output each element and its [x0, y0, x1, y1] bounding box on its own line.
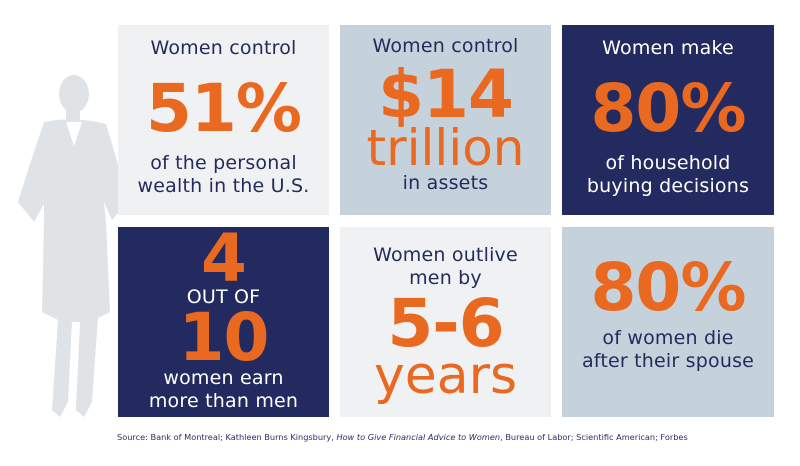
tile-heading: Women outlive [373, 244, 518, 266]
tile-caption: of women die [602, 327, 734, 349]
stat-tile-earnings: 4 OUT OF 10 women earn more than men [118, 219, 329, 417]
tile-caption: wealth in the U.S. [137, 174, 310, 197]
stat-value: 80% [590, 69, 747, 147]
tile-heading: Women control [150, 36, 297, 59]
stat-unit: years [373, 346, 518, 406]
tile-caption: of household [605, 151, 731, 174]
stat-value: 5-6 [387, 285, 504, 362]
stat-unit: trillion [366, 119, 525, 177]
source-citation: Source: Bank of Montreal; Kathleen Burns… [117, 432, 688, 442]
tile-caption: after their spouse [581, 350, 755, 372]
stat-value: 4 [201, 219, 247, 297]
stat-value: $14 [378, 56, 514, 133]
tile-mid-label: OUT OF [186, 285, 261, 308]
stat-tile-wealth: Women control 51% of the personal wealth… [118, 25, 329, 215]
tile-caption: more than men [148, 389, 299, 412]
stat-tile-buying: Women make 80% of household buying decis… [562, 25, 774, 215]
stat-value: 80% [590, 249, 747, 326]
businesswoman-silhouette-icon [18, 75, 128, 417]
stat-tile-assets: Women control $14 trillion in assets [340, 25, 551, 215]
tile-heading: Women control [372, 35, 519, 57]
tile-caption: buying decisions [586, 174, 750, 197]
tile-heading: men by [409, 267, 482, 289]
stat-value-denominator: 10 [178, 298, 270, 376]
stat-tile-lifespan: Women outlive men by 5-6 years [340, 227, 551, 417]
tile-heading: Women make [602, 36, 734, 59]
tile-caption: of the personal [150, 151, 297, 174]
stat-tile-widowhood: 80% of women die after their spouse [562, 227, 774, 417]
tile-caption: in assets [402, 172, 489, 194]
tile-caption: women earn [163, 366, 284, 389]
stat-value: 51% [146, 69, 302, 147]
